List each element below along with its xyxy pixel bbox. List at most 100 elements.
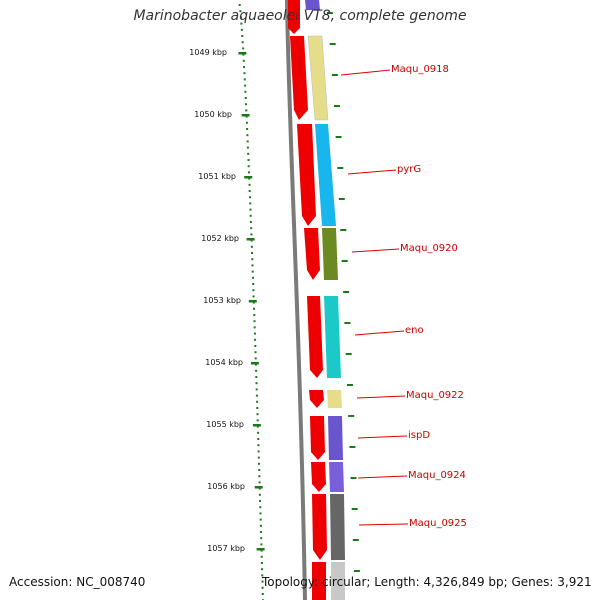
ruler-minor-tick xyxy=(251,264,254,267)
gene-label-maqu-0922[interactable]: Maqu_0922 xyxy=(406,390,464,401)
ruler-minor-tick xyxy=(258,469,261,471)
gene-segment-bottom xyxy=(331,562,345,600)
ruler-minor-tick xyxy=(248,171,250,174)
ruler-minor-tick xyxy=(252,276,254,279)
cds-arrow xyxy=(310,416,325,460)
outer-dash xyxy=(352,539,359,541)
outer-scale-dashes xyxy=(326,12,360,572)
ruler-minor-tick xyxy=(248,177,251,180)
outer-dash xyxy=(338,198,345,200)
ruler-minor-tick xyxy=(259,500,262,502)
outer-dash xyxy=(326,12,333,14)
gene-label-pyrg[interactable]: pyrG xyxy=(397,164,422,175)
gene-label-maqu-0925[interactable]: Maqu_0925 xyxy=(409,518,467,529)
outer-gene-ring xyxy=(305,0,345,600)
gene-segment-ispd xyxy=(328,416,343,460)
ruler-minor-tick xyxy=(250,233,253,236)
label-connectors xyxy=(340,69,409,526)
cds-arrow xyxy=(288,0,300,34)
outer-dash xyxy=(335,136,342,138)
ruler-minor-tick xyxy=(245,115,248,118)
ruler-minor-tick xyxy=(247,159,250,161)
ruler-minor-tick xyxy=(255,394,258,397)
ruler-minor-tick xyxy=(261,580,264,583)
ruler-minor-tick xyxy=(257,456,260,459)
ruler-minor-tick xyxy=(259,506,262,509)
ruler-minor-tick xyxy=(254,363,257,366)
ruler-minor-tick xyxy=(246,134,249,137)
outer-dash xyxy=(350,477,357,479)
connector-pyrg xyxy=(347,169,397,175)
ruler-minor-tick xyxy=(260,531,262,533)
connector-maqu-0922 xyxy=(356,395,406,399)
genome-title: Marinobacter aquaeolei VT8, complete gen… xyxy=(133,8,467,24)
gene-label-maqu-0924[interactable]: Maqu_0924 xyxy=(408,470,466,481)
ruler-minor-tick xyxy=(256,407,259,409)
connector-maqu-0925 xyxy=(358,523,409,526)
outer-dash xyxy=(345,353,352,355)
ruler-major-tick xyxy=(241,114,250,117)
ruler-minor-tick xyxy=(258,475,261,478)
connector-maqu-0918 xyxy=(340,69,391,76)
ruler-minor-tick xyxy=(256,425,259,428)
ruler-minor-tick xyxy=(252,301,255,304)
cds-arrow xyxy=(309,390,324,408)
ruler-minor-tick xyxy=(260,555,263,558)
connector-ispd xyxy=(357,435,408,439)
ruler-minor-tick xyxy=(259,524,262,527)
gene-label-eno[interactable]: eno xyxy=(405,325,424,336)
gene-label-ispd[interactable]: ispD xyxy=(408,430,431,441)
ruler-minor-tick xyxy=(254,351,257,354)
kbp-label: 1050 kbp xyxy=(194,110,232,119)
ruler-minor-tick xyxy=(249,214,252,217)
kbp-label: 1057 kbp xyxy=(207,544,245,553)
ruler-minor-tick xyxy=(255,369,258,372)
outer-dash xyxy=(331,74,338,76)
ruler-minor-tick xyxy=(256,413,259,416)
ruler-minor-tick xyxy=(257,438,260,440)
ruler-minor-tick xyxy=(249,221,252,223)
ruler-minor-tick xyxy=(253,307,255,310)
ruler-minor-tick xyxy=(257,450,260,453)
ruler-minor-tick xyxy=(254,357,257,360)
ruler-minor-tick xyxy=(245,109,248,112)
ruler-minor-tick xyxy=(259,518,262,521)
ruler-major-tick xyxy=(238,52,247,55)
kbp-label: 1056 kbp xyxy=(207,482,245,491)
cds-arrow xyxy=(312,494,327,560)
gene-label-maqu-0920[interactable]: Maqu_0920 xyxy=(400,243,458,254)
outer-dash xyxy=(340,229,347,231)
ruler-major-tick xyxy=(248,300,257,303)
ruler-minor-tick xyxy=(243,72,246,75)
ruler-minor-tick xyxy=(256,419,259,422)
kbp-label: 1051 kbp xyxy=(198,172,236,181)
ruler-minor-tick xyxy=(258,462,260,465)
ruler-minor-tick xyxy=(246,128,249,130)
ruler-minor-tick xyxy=(239,16,242,19)
outer-dash xyxy=(353,570,360,572)
ruler-minor-tick xyxy=(252,289,255,292)
backbone-line xyxy=(285,0,307,600)
kbp-ruler xyxy=(238,4,265,600)
outer-dash xyxy=(351,508,358,510)
ruler-minor-tick xyxy=(255,382,258,385)
ruler-minor-tick xyxy=(238,4,241,6)
ruler-minor-tick xyxy=(255,388,258,391)
connector-eno xyxy=(354,330,405,336)
ruler-minor-tick xyxy=(251,252,254,254)
ruler-minor-tick xyxy=(259,512,262,515)
gene-segment-maqu-0922 xyxy=(327,390,342,408)
ruler-minor-tick xyxy=(241,35,244,37)
ruler-minor-tick xyxy=(260,537,263,540)
cds-arrow xyxy=(307,296,323,378)
outer-dash xyxy=(341,260,348,262)
ruler-minor-tick xyxy=(245,103,247,106)
kbp-label: 1049 kbp xyxy=(189,48,227,57)
gene-label-maqu-0918[interactable]: Maqu_0918 xyxy=(391,64,449,75)
ruler-minor-tick xyxy=(256,400,259,403)
cds-arrow xyxy=(297,124,316,226)
ruler-minor-tick xyxy=(254,338,257,341)
ruler-minor-tick xyxy=(258,481,261,484)
ruler-minor-tick xyxy=(261,568,264,571)
